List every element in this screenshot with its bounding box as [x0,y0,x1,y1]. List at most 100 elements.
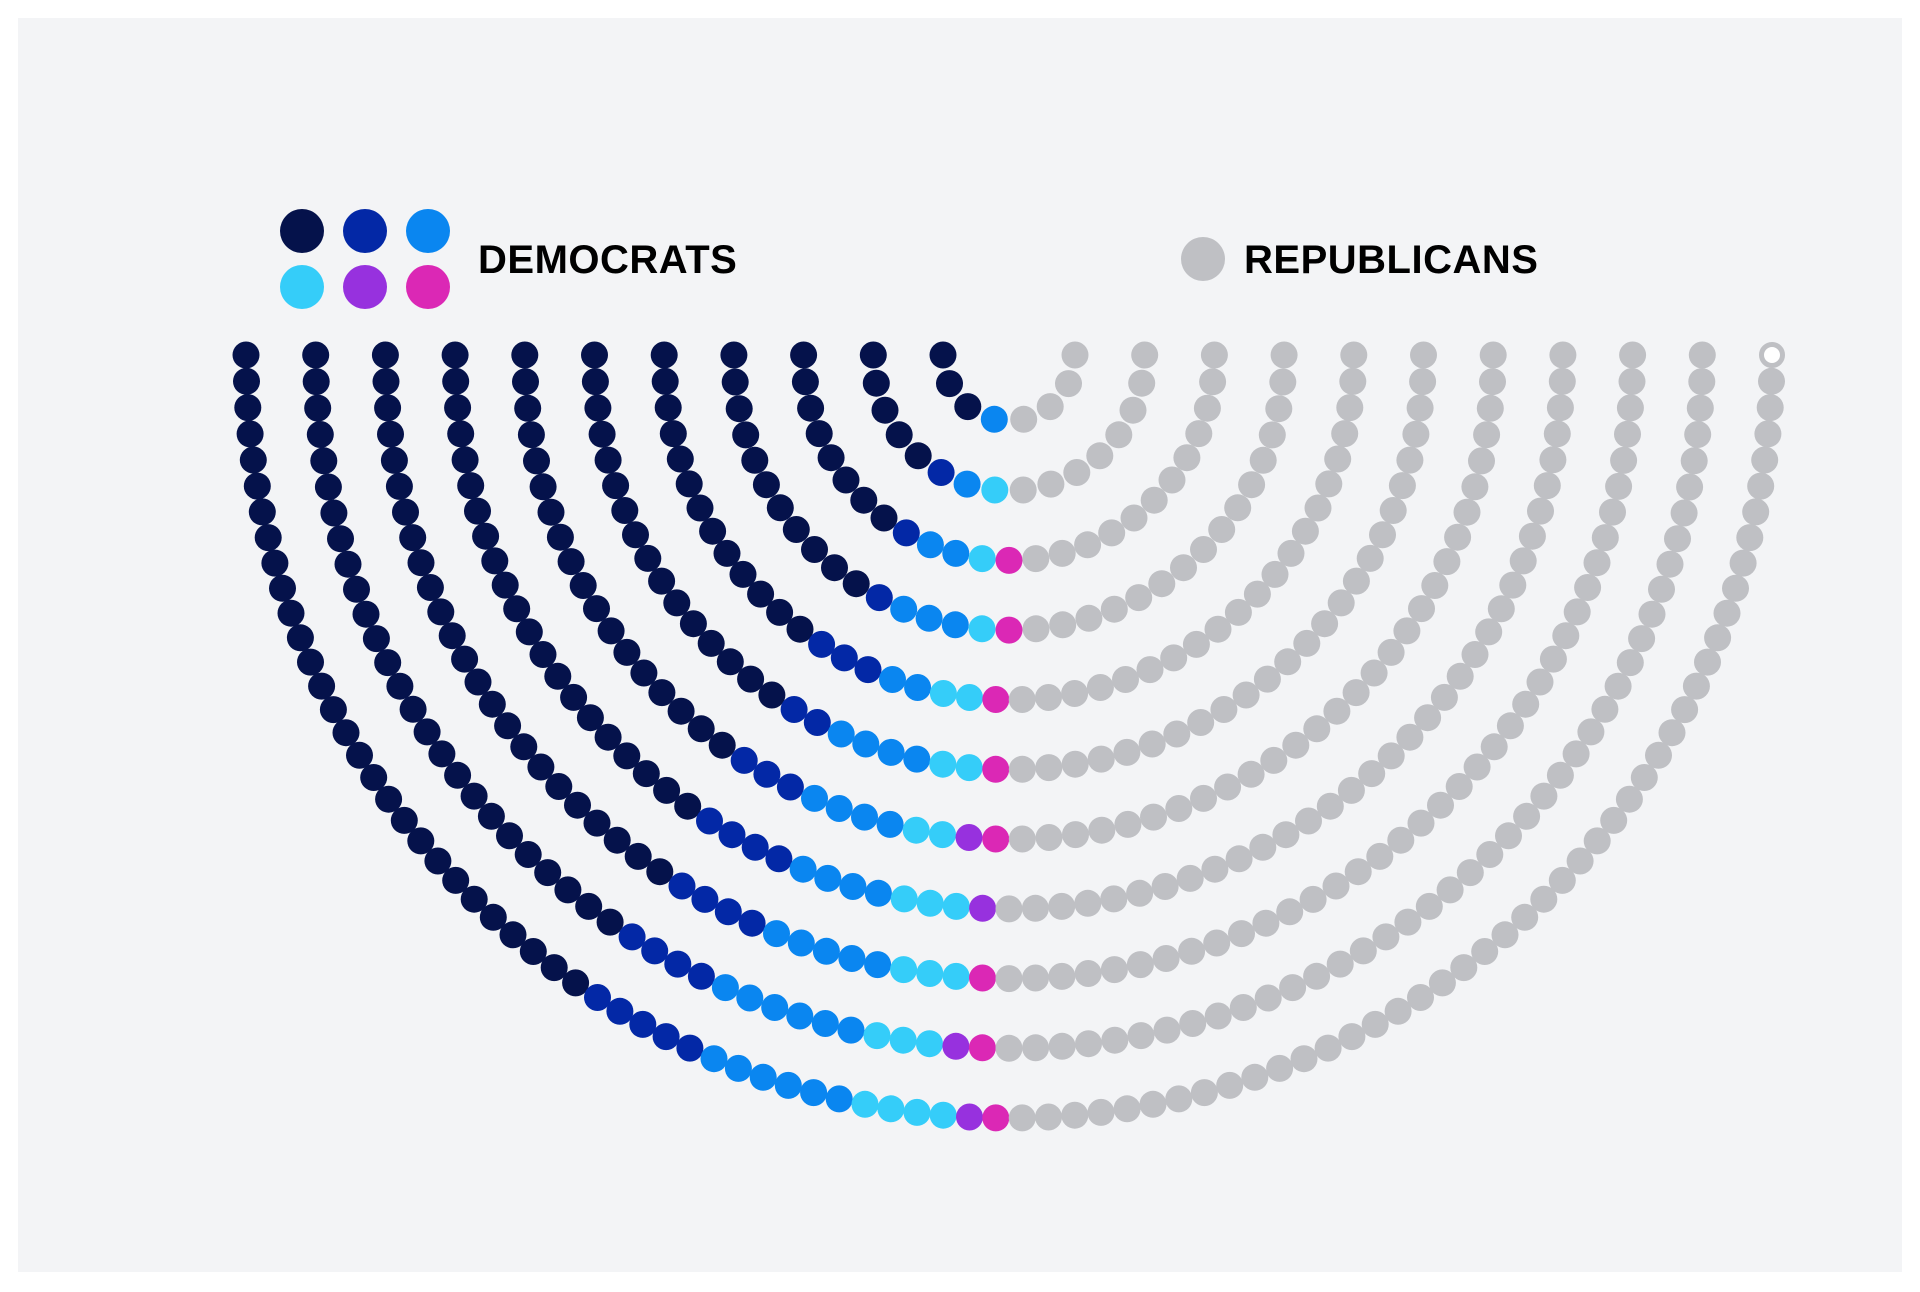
seat-democrat [825,1085,853,1113]
seat-democrat [941,611,969,639]
seat-republican [1574,574,1602,601]
seat-republican [1010,405,1038,433]
seat-democrat [564,791,591,819]
seat-republican [1022,1034,1050,1062]
seat-democrat [956,1103,983,1131]
seat-republican [1729,549,1757,577]
seat-democrat [674,792,702,820]
seat-democrat [982,825,1010,853]
seat-republican [1179,1010,1207,1037]
seat-democrat [865,584,893,612]
seat-republican [1530,885,1558,913]
seat-democrat [737,665,765,693]
seat-democrat [277,599,305,627]
seat-democrat [774,1071,802,1099]
seat-republican [1269,368,1297,396]
seats [232,341,1785,1132]
seat-republican [1342,679,1370,707]
seat-democrat [838,945,866,972]
seat-republican [1204,615,1232,643]
seat-republican [1199,368,1227,396]
democrats-swatches [280,209,450,309]
seat-republican [1430,683,1458,711]
seat-republican [1539,446,1567,474]
seat-democrat [687,715,715,743]
seat-republican [1736,524,1764,552]
seat-republican [1182,630,1210,658]
seat-democrat [236,420,264,448]
seat-democrat [791,368,819,396]
seat-republican [1277,539,1305,567]
seat-democrat [399,695,427,723]
seat-republican [1193,394,1221,422]
seat-republican [1049,611,1077,639]
seat-republican [1421,572,1449,599]
seat-republican [1338,1023,1366,1051]
seat-republican [1086,674,1114,701]
seat-republican [1387,826,1415,854]
seat-republican [1253,665,1281,693]
seat-democrat [428,740,456,768]
seat-democrat [576,704,604,732]
seat-republican [1361,1010,1389,1038]
seat-republican [1048,1032,1076,1060]
seat-democrat [708,731,736,759]
seat-republican [1479,368,1506,396]
seat-democrat [413,718,441,746]
seat-democrat [763,920,790,948]
seat-democrat [650,341,678,369]
seat-democrat [613,638,641,666]
seat-democrat [801,784,828,812]
seat-republican [1450,954,1478,982]
seat-democrat [540,954,568,982]
seat-democrat [302,341,330,369]
seat-democrat [817,444,845,472]
seat-democrat [248,498,276,526]
seat-republican [1615,785,1643,813]
seat-republican [1100,595,1128,623]
seat-democrat [916,531,944,559]
seat-republican [1496,712,1524,740]
seat-democrat [871,396,899,424]
seat-republican [1112,666,1139,693]
seat-democrat [390,806,418,834]
seat-republican [1101,1026,1129,1054]
seat-democrat [956,684,983,711]
seat-democrat [942,1032,970,1060]
seat-democrat [314,473,342,501]
seat-democrat [711,974,739,1002]
seat-democrat [749,1063,777,1091]
seat-republican [1075,604,1103,632]
seat-republican [1119,396,1147,424]
seat-republican [1552,622,1580,650]
seat-democrat [583,595,610,623]
seat-democrat [854,656,882,684]
seat-democrat [386,672,414,700]
seat-republican [1229,994,1257,1021]
seat-democrat [666,445,694,473]
seat-republican [1379,497,1407,524]
seat-republican [1533,472,1561,500]
seat-democrat [407,827,435,855]
seat-democrat [232,341,260,369]
seat-democrat [929,680,957,707]
seat-democrat [537,498,565,526]
seat-republican [1048,962,1076,990]
seat-republican [1061,1101,1089,1129]
seat-republican [1260,746,1288,774]
seat-democrat [371,341,399,369]
seat-democrat [904,442,932,470]
seat-democrat [308,672,336,700]
seat-republican [1048,539,1076,567]
seat-republican [1688,341,1716,369]
seat-republican [1694,648,1721,676]
seat-democrat [602,472,630,500]
seat-republican [1671,696,1699,724]
seat-democrat [687,962,715,990]
seat-democrat [286,624,314,652]
seat-democrat [870,504,898,532]
seat-democrat [494,712,522,740]
seat-democrat [374,394,402,422]
seat-republican [1075,1030,1102,1058]
seat-republican [995,965,1023,993]
